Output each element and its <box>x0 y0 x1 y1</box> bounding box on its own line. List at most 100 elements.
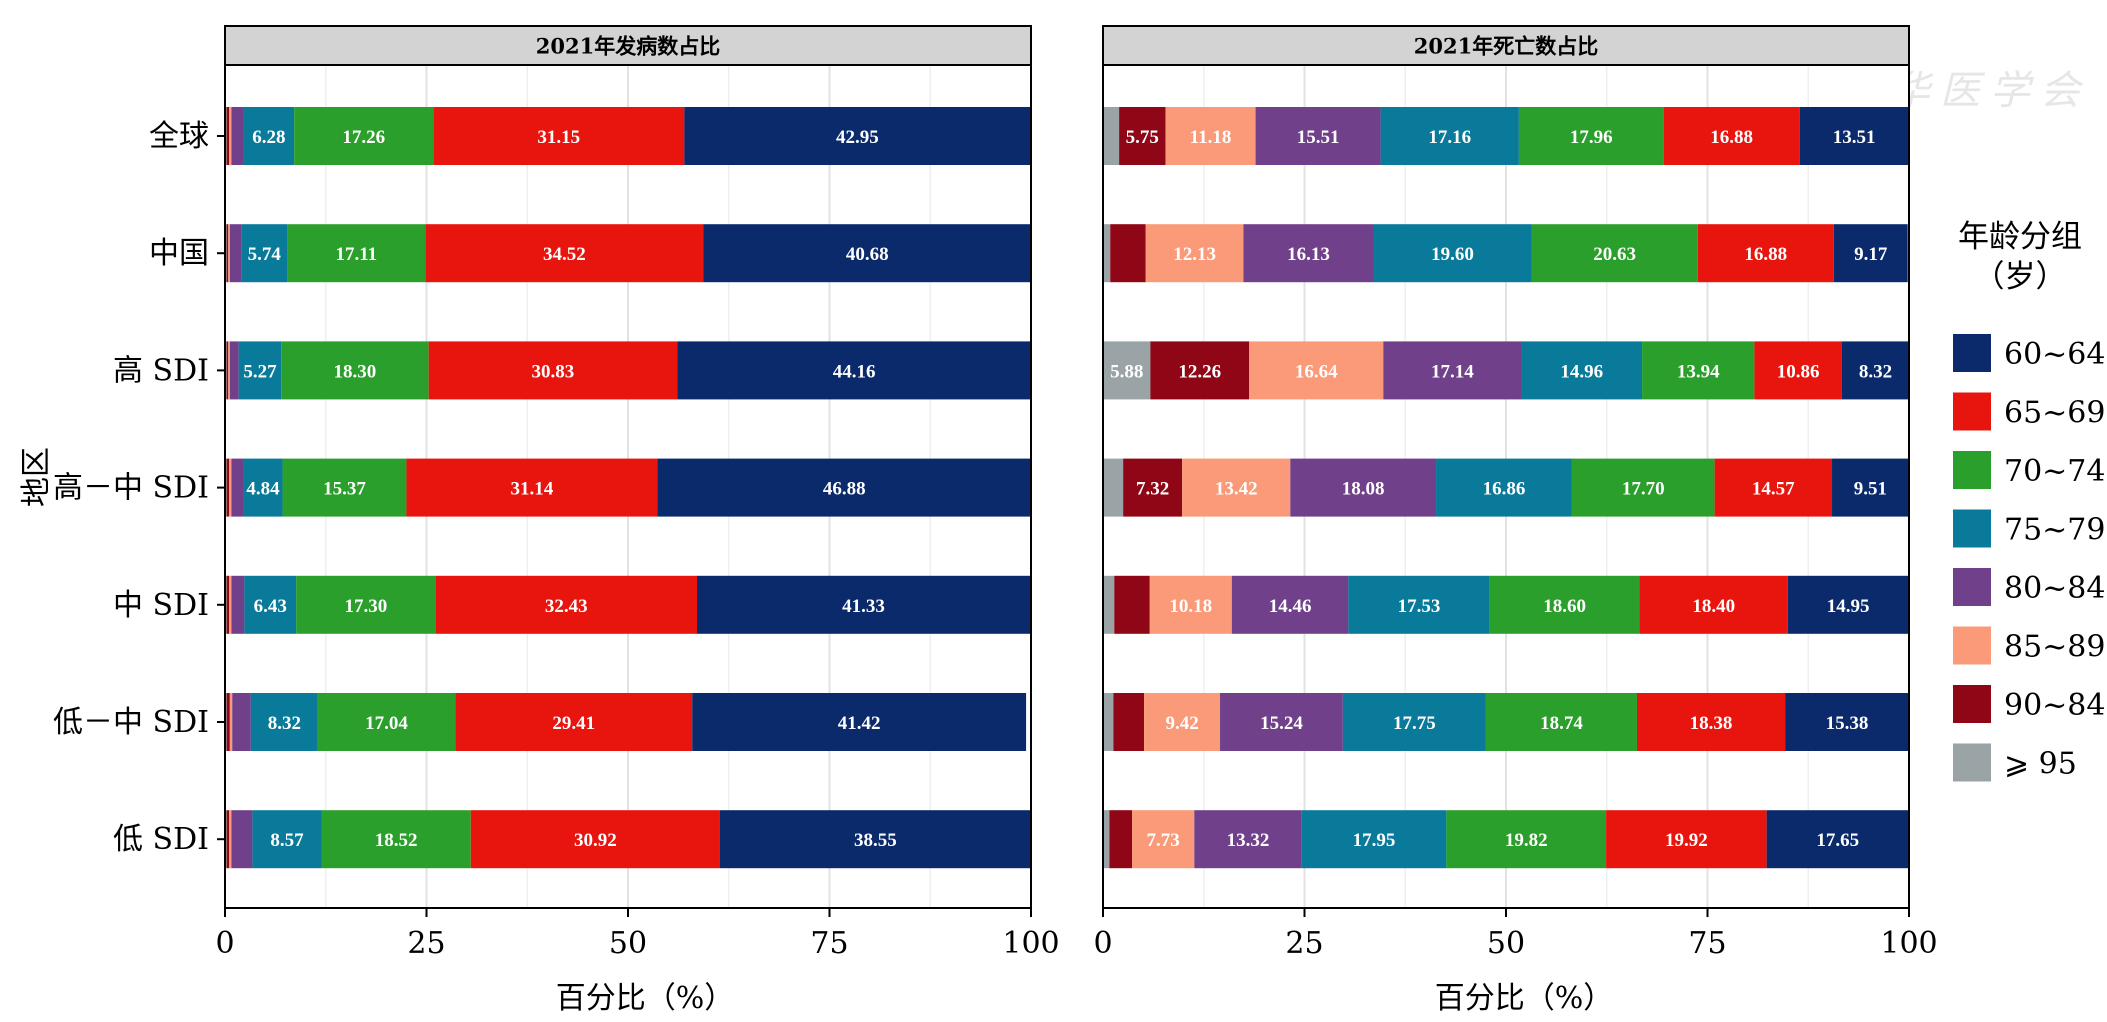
bar-segment-mortality <box>1220 693 1343 751</box>
legend-label: 85~89 <box>2004 630 2105 665</box>
x-axis-title-left: 百分比（%） <box>556 981 735 1016</box>
bar-segment-mortality <box>1636 693 1786 751</box>
bar-segment-mortality <box>1799 107 1909 165</box>
data-label: 18.60 <box>1543 596 1586 617</box>
bar-segment-mortality <box>1714 458 1833 517</box>
bar-segment-incidence <box>250 693 318 751</box>
bar-segment-mortality <box>1606 810 1767 869</box>
x-tick-label: 25 <box>407 926 445 961</box>
bar-segment-mortality <box>1833 224 1908 283</box>
data-label: 17.70 <box>1622 479 1665 500</box>
data-label: 19.60 <box>1431 244 1474 265</box>
legend-swatch <box>1953 451 1991 489</box>
data-label: 16.88 <box>1744 244 1787 265</box>
bar-segment-mortality <box>1841 341 1909 400</box>
facet-strip <box>224 25 1032 66</box>
bar-segment-incidence <box>231 575 245 634</box>
bar-segment-incidence <box>229 224 242 283</box>
data-label: 18.08 <box>1342 479 1385 500</box>
bar-segment-incidence <box>226 107 230 165</box>
bar-segment-mortality <box>1123 458 1183 517</box>
data-label: 32.43 <box>545 596 588 617</box>
data-label: 41.42 <box>838 713 881 734</box>
data-label: 16.13 <box>1287 244 1330 265</box>
x-tick-label: 100 <box>1880 926 1937 961</box>
data-label: 14.57 <box>1752 479 1795 500</box>
legend: 年龄分组 （岁） 60~64 65~69 70~74 75~79 80~84 85~89 9… <box>1953 219 2105 782</box>
bar-segment-incidence <box>231 458 244 517</box>
bar-segment-incidence <box>228 341 230 400</box>
bar-segment-mortality <box>1697 224 1834 283</box>
y-tick-label: 中国 <box>149 236 209 271</box>
bar-segment-mortality <box>1231 575 1349 634</box>
x-tick-label: 0 <box>215 926 234 961</box>
bar-segment-incidence <box>231 107 244 165</box>
data-label: 14.96 <box>1560 361 1603 382</box>
bar-segment-mortality <box>1119 107 1166 165</box>
data-label: 11.18 <box>1190 127 1232 148</box>
bar-segment-mortality <box>1103 107 1120 165</box>
bar-segment-mortality <box>1243 224 1374 283</box>
y-tick-label: 低－中 SDI <box>53 705 209 740</box>
data-label: 20.63 <box>1593 244 1636 265</box>
y-tick-label: 低 SDI <box>113 822 209 857</box>
bar-segment-mortality <box>1110 224 1146 283</box>
bar-segment-incidence <box>657 458 1031 517</box>
bar-segment-mortality <box>1103 575 1115 634</box>
data-label: 17.95 <box>1353 830 1396 851</box>
legend-swatch <box>1953 743 1991 782</box>
bar-segment-incidence <box>287 224 426 283</box>
data-label: 7.32 <box>1136 479 1169 500</box>
data-label: 16.64 <box>1295 361 1338 382</box>
legend-label: 80~84 <box>2004 571 2105 606</box>
data-label: 42.95 <box>836 127 879 148</box>
bar-segment-incidence <box>226 575 230 634</box>
data-label: 5.27 <box>243 361 277 382</box>
panel-title: 2021年发病数占比 <box>536 34 720 59</box>
data-label: 30.83 <box>532 361 575 382</box>
bar-segment-incidence <box>226 224 229 283</box>
bar-segment-incidence <box>406 458 658 517</box>
legend-label: 60~64 <box>2004 337 2105 372</box>
legend-swatch <box>1953 568 1991 606</box>
data-label: 5.88 <box>1110 361 1143 382</box>
bar-segment-mortality <box>1342 693 1486 751</box>
bar-segment-incidence <box>226 693 230 751</box>
bar-segment-incidence <box>294 107 434 165</box>
data-label: 16.88 <box>1710 127 1753 148</box>
bar-segment-incidence <box>244 575 297 634</box>
bar-segment-incidence <box>226 341 229 400</box>
bar-segment-incidence <box>229 810 232 869</box>
data-label: 16.86 <box>1483 479 1526 500</box>
legend-swatch <box>1953 626 1991 665</box>
data-label: 40.68 <box>846 244 889 265</box>
bar-segment-mortality <box>1373 224 1532 283</box>
data-label: 13.51 <box>1833 127 1876 148</box>
bar-segment-mortality <box>1103 341 1151 400</box>
facet-strip <box>1102 25 1910 66</box>
bar-segment-incidence <box>232 693 251 751</box>
data-label: 19.82 <box>1505 830 1548 851</box>
bar-segment-incidence <box>296 575 436 634</box>
bar-segment-mortality <box>1787 575 1909 634</box>
bar-segment-mortality <box>1255 107 1381 165</box>
bar-segment-mortality <box>1485 693 1637 751</box>
data-label: 5.74 <box>248 244 282 265</box>
data-label: 9.51 <box>1854 479 1887 500</box>
data-label: 8.57 <box>270 830 304 851</box>
data-label: 17.16 <box>1428 127 1471 148</box>
bar-segment-incidence <box>241 224 288 283</box>
x-tick-label: 25 <box>1285 926 1323 961</box>
data-label: 31.14 <box>511 479 554 500</box>
panel-incidence: 6.28 17.26 31.15 42.95 全球 5.74 17.11 34.52 40.68… <box>53 25 1060 961</box>
bar-segment-incidence <box>696 575 1031 634</box>
bar-segment-incidence <box>425 224 704 283</box>
data-label: 18.30 <box>334 361 377 382</box>
panel-frame <box>1102 64 1910 909</box>
legend-swatch <box>1953 392 1991 431</box>
bar-segment-mortality <box>1348 575 1490 634</box>
data-label: 13.32 <box>1227 830 1270 851</box>
bar-segment-incidence <box>435 575 697 634</box>
bar-segment-mortality <box>1103 458 1124 517</box>
data-label: 9.42 <box>1165 713 1198 734</box>
